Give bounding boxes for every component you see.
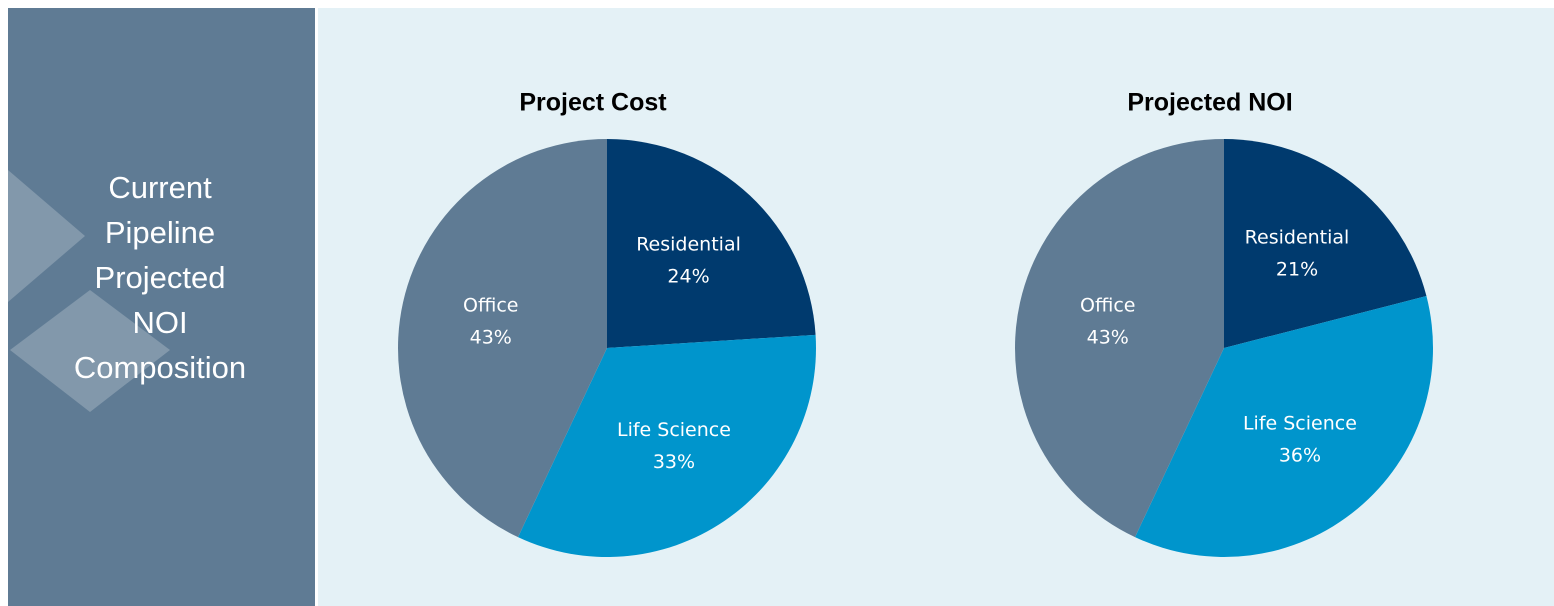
pie-slice [518, 334, 816, 557]
diamond [10, 290, 170, 412]
slice-category-label: Office [463, 295, 518, 317]
sidebar-title-line: Current [108, 170, 212, 205]
slice-category-label: Residential [1245, 226, 1350, 248]
sidebar-title-line: Composition [74, 350, 246, 385]
slice-value-label: 24% [667, 266, 709, 288]
slice-category-label: Life Science [1243, 412, 1357, 434]
slice-value-label: 36% [1279, 444, 1321, 466]
chevron [8, 170, 85, 302]
sidebar-title-line: NOI [132, 305, 187, 340]
sidebar-title-line: Pipeline [105, 215, 215, 250]
chart-title: Project Cost [519, 89, 667, 117]
pie-slice [607, 139, 816, 348]
slice-category-label: Office [1080, 295, 1135, 317]
chart-title: Projected NOI [1127, 89, 1292, 117]
slice-value-label: 43% [1087, 327, 1129, 349]
sidebar-title-line: Projected [95, 260, 226, 295]
sidebar [8, 8, 315, 606]
slice-category-label: Residential [636, 234, 741, 256]
pie-slice [398, 139, 607, 538]
pie-slice [1224, 139, 1427, 348]
slice-category-label: Life Science [617, 419, 731, 441]
pie-slice [1015, 139, 1224, 538]
pie-slice [1135, 296, 1433, 557]
slice-value-label: 43% [470, 327, 512, 349]
slice-value-label: 21% [1276, 258, 1318, 280]
slice-value-label: 33% [653, 451, 695, 473]
